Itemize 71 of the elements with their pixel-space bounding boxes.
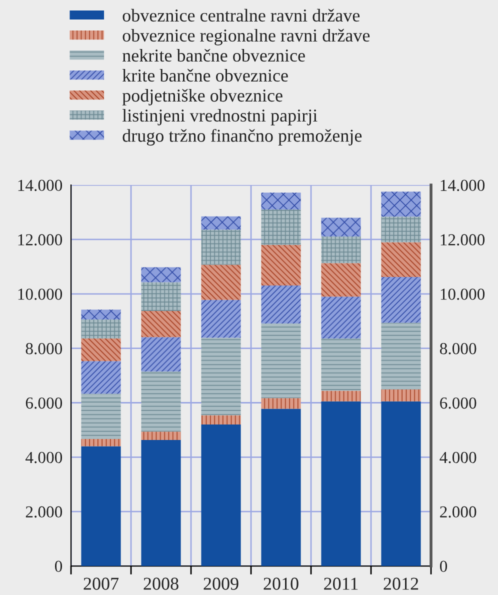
bar — [141, 311, 181, 338]
bar — [321, 401, 361, 566]
y2-tick-label: 12.000 — [440, 234, 485, 246]
bar — [261, 244, 301, 286]
bar — [81, 438, 121, 446]
bar — [141, 267, 181, 282]
bar — [141, 282, 181, 312]
bar — [381, 242, 421, 278]
bar — [81, 310, 121, 320]
y2-tick-label: 0 — [440, 560, 448, 572]
bar — [141, 337, 181, 372]
bar — [321, 218, 361, 236]
bar — [381, 216, 421, 242]
bar — [201, 264, 241, 300]
y2-tick-label: 2.000 — [440, 506, 476, 518]
bar — [81, 338, 121, 362]
y-tick-label: 2.000 — [26, 506, 62, 518]
bar — [321, 236, 361, 264]
bar — [81, 361, 121, 394]
y2-tick-label: 8.000 — [440, 343, 476, 354]
x-tick-label: 2009 — [204, 578, 238, 590]
bar — [261, 192, 301, 210]
bar — [141, 440, 181, 566]
legend-label: listinjeni vrednostni papirji — [122, 108, 318, 126]
y-tick-label: 12.000 — [18, 234, 62, 246]
y2-tick-label: 6.000 — [440, 397, 476, 409]
bar — [381, 389, 421, 402]
y-tick-label: 6.000 — [26, 397, 62, 409]
legend-label: obveznice regionalne ravni države — [122, 28, 370, 46]
y2-tick-label: 4.000 — [440, 452, 476, 464]
x-tick-label: 2007 — [84, 578, 119, 590]
bar — [381, 192, 421, 217]
bar — [81, 394, 121, 439]
bar — [261, 324, 301, 398]
bar — [261, 398, 301, 409]
legend-label: krite bančne obveznice — [122, 68, 288, 82]
bar — [261, 285, 301, 324]
y-tick-label: 4.000 — [26, 452, 62, 464]
legend-label: drugo tržno finančno premoženje — [122, 128, 362, 146]
y2-tick-label: 10.000 — [440, 288, 485, 300]
legend-label: obveznice centralne ravni države — [122, 8, 360, 22]
bar — [201, 338, 241, 416]
legend-label: podjetniške obveznice — [122, 88, 282, 106]
bar — [81, 446, 121, 566]
bar — [321, 338, 361, 391]
bar — [201, 415, 241, 425]
x-tick-label: 2012 — [384, 578, 418, 590]
bar — [201, 230, 241, 265]
bar — [201, 424, 241, 566]
bar — [321, 263, 361, 297]
bar — [261, 408, 301, 566]
bar — [141, 432, 181, 440]
bar — [141, 371, 181, 432]
bar — [321, 390, 361, 402]
legend-label: nekrite bančne obveznice — [122, 48, 305, 62]
y-tick-label: 10.000 — [18, 288, 62, 300]
x-tick-label: 2008 — [144, 578, 178, 590]
x-tick-label: 2011 — [324, 578, 358, 590]
bar — [201, 300, 241, 338]
bar — [201, 216, 241, 230]
bar — [381, 277, 421, 323]
x-tick-label: 2010 — [264, 578, 298, 590]
y-tick-label: 0 — [54, 560, 62, 572]
bar — [381, 322, 421, 390]
bar — [81, 319, 121, 339]
y2-tick-label: 14.000 — [440, 180, 485, 192]
bar — [381, 401, 421, 566]
y-tick-label: 14.000 — [18, 180, 62, 192]
bar — [261, 210, 301, 245]
y-tick-label: 8.000 — [26, 343, 62, 354]
bar — [321, 296, 361, 339]
